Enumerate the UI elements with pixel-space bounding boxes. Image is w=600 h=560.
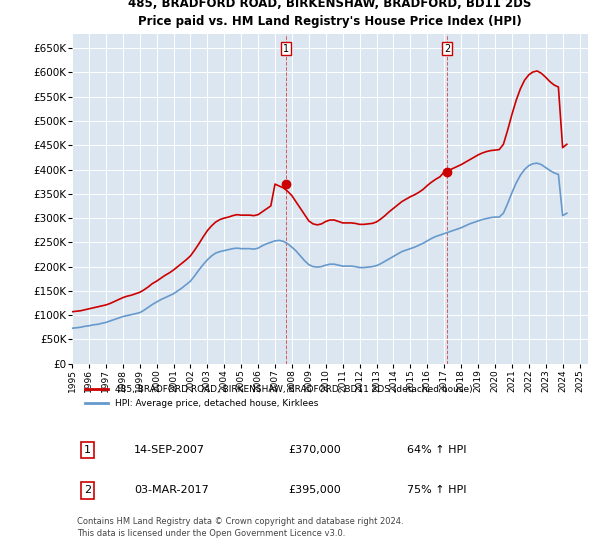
Legend: 485, BRADFORD ROAD, BIRKENSHAW, BRADFORD, BD11 2DS (detached house), HPI: Averag: 485, BRADFORD ROAD, BIRKENSHAW, BRADFORD… bbox=[82, 382, 476, 412]
Text: £395,000: £395,000 bbox=[289, 485, 341, 495]
Text: 14-SEP-2007: 14-SEP-2007 bbox=[134, 445, 205, 455]
Title: 485, BRADFORD ROAD, BIRKENSHAW, BRADFORD, BD11 2DS
Price paid vs. HM Land Regist: 485, BRADFORD ROAD, BIRKENSHAW, BRADFORD… bbox=[128, 0, 532, 28]
Text: 75% ↑ HPI: 75% ↑ HPI bbox=[407, 485, 467, 495]
Text: £370,000: £370,000 bbox=[289, 445, 341, 455]
Text: 2: 2 bbox=[444, 44, 450, 54]
Text: 64% ↑ HPI: 64% ↑ HPI bbox=[407, 445, 467, 455]
Text: Contains HM Land Registry data © Crown copyright and database right 2024.
This d: Contains HM Land Registry data © Crown c… bbox=[77, 517, 404, 539]
Text: 1: 1 bbox=[84, 445, 91, 455]
Text: 1: 1 bbox=[283, 44, 289, 54]
Text: 03-MAR-2017: 03-MAR-2017 bbox=[134, 485, 209, 495]
Text: 2: 2 bbox=[84, 485, 91, 495]
